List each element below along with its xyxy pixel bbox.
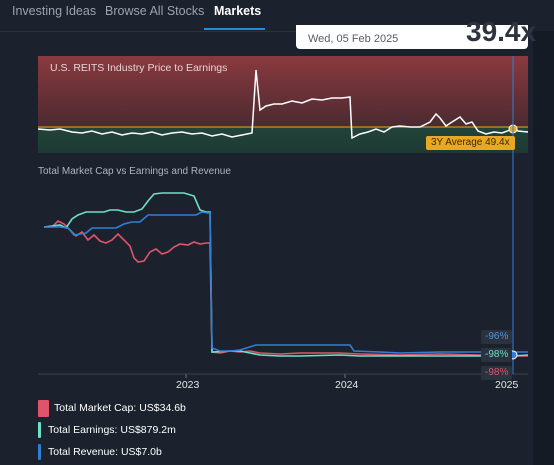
market-cap-change-badge: -98% [481, 366, 513, 380]
revenue-change-badge: -96% [481, 330, 513, 344]
right-panel-edge [533, 31, 554, 465]
tab-investing-ideas[interactable]: Investing Ideas [12, 4, 97, 18]
tooltip-value: 39.4x [466, 16, 537, 47]
legend-market-cap-label: Total Market Cap: US$34.6b [54, 402, 186, 414]
earnings-swatch [38, 422, 41, 438]
x-tick-label-2025: 2025 [495, 379, 519, 391]
tab-markets[interactable]: Markets [214, 4, 262, 18]
market-cap-swatch [38, 400, 49, 417]
pe-average-badge: 3Y Average 49.4x [426, 136, 515, 150]
earnings-line [43, 192, 529, 357]
x-tick-label-2024: 2024 [335, 379, 359, 391]
legend-earnings-label: Total Earnings: US$879.2m [48, 424, 176, 436]
revenue-swatch [38, 444, 41, 460]
legend-market-cap[interactable]: Total Market Cap: US$34.6b [38, 400, 238, 418]
pe-line [37, 69, 529, 140]
tab-browse-all-stocks[interactable]: Browse All Stocks [105, 4, 205, 18]
legend-revenue-label: Total Revenue: US$7.0b [48, 446, 162, 458]
active-tab-indicator [204, 28, 265, 30]
x-tick-label-2023: 2023 [176, 379, 200, 391]
market-cap-line [44, 220, 528, 357]
hover-tooltip: Wed, 05 Feb 2025 39.4x [296, 16, 536, 49]
pe-chart-title: U.S. REITS Industry Price to Earnings [50, 62, 228, 74]
pe-above-average-zone [38, 56, 528, 127]
revenue-line [44, 211, 528, 354]
legend-revenue[interactable]: Total Revenue: US$7.0b [38, 444, 238, 462]
legend-earnings[interactable]: Total Earnings: US$879.2m [38, 422, 238, 440]
top-nav: Investing Ideas Browse All Stocks Market… [0, 0, 554, 32]
tooltip-date: Wed, 05 Feb 2025 [308, 33, 399, 45]
earnings-change-badge: -98% [481, 348, 513, 362]
main-chart-title: Total Market Cap vs Earnings and Revenue [38, 166, 231, 177]
